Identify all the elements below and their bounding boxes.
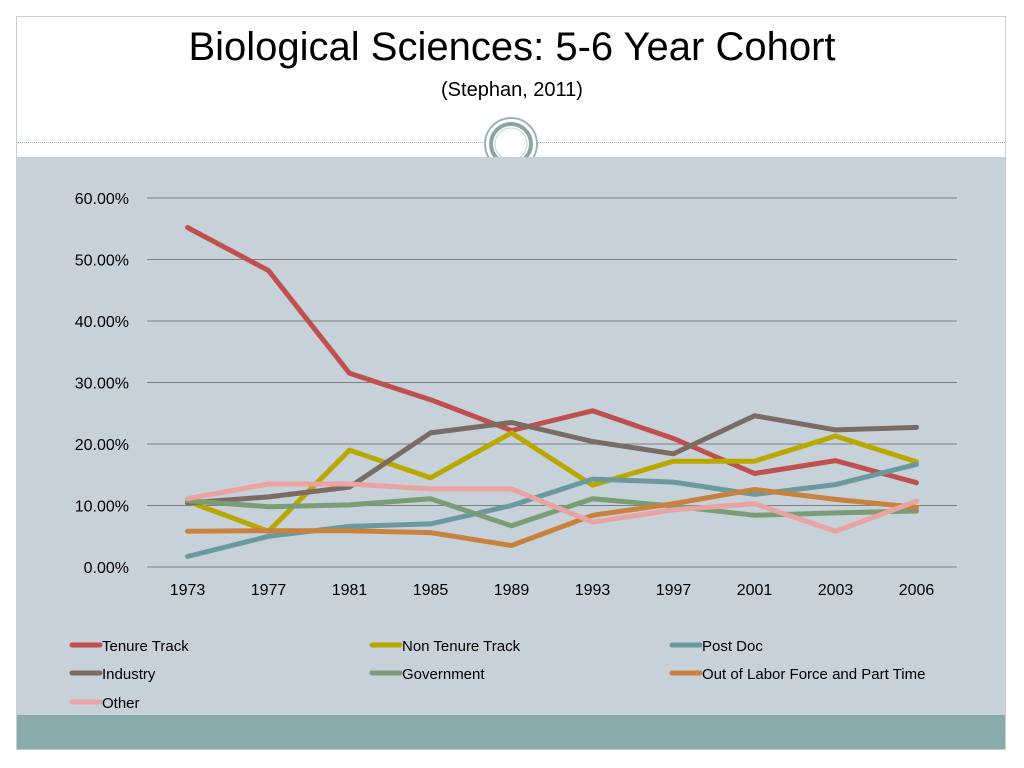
legend-item: Out of Labor Force and Part Time	[669, 666, 925, 683]
x-axis-tick-labels: 1973 1977 1981 1985 1989 1993 1997 2001 2003 2006	[170, 582, 935, 599]
series-line-tenure-track	[185, 225, 919, 486]
footer-band	[17, 715, 1005, 749]
x-tick-label: 2006	[899, 582, 935, 599]
y-tick-label: 20.00%	[75, 437, 129, 454]
legend-item: Government	[369, 666, 485, 683]
legend-label: Industry	[102, 666, 156, 683]
gridlines	[147, 197, 957, 568]
series-line-other	[185, 481, 919, 534]
legend-item: Other	[69, 695, 140, 712]
legend-label: Out of Labor Force and Part Time	[702, 666, 925, 683]
legend: Tenure Track Non Tenure Track Post Doc Indu…	[69, 638, 925, 712]
x-tick-label: 2003	[818, 582, 854, 599]
chart-panel: 0.00% 10.00% 20.00% 30.00% 40.00% 50.00% 60.00…	[17, 157, 1005, 715]
slide-subtitle: (Stephan, 2011)	[441, 79, 583, 101]
series-line-out-of-labor-force-and-part-time	[185, 487, 919, 548]
line-chart: 0.00% 10.00% 20.00% 30.00% 40.00% 50.00% 60.00…	[69, 191, 957, 712]
legend-label: Government	[402, 666, 485, 683]
x-tick-label: 1989	[494, 582, 530, 599]
legend-item: Post Doc	[669, 638, 763, 655]
y-tick-label: 10.00%	[75, 499, 129, 516]
x-tick-label: 1981	[332, 582, 368, 599]
series-line-government	[185, 496, 919, 529]
y-tick-label: 60.00%	[75, 191, 129, 208]
legend-label: Post Doc	[702, 638, 763, 655]
series-line-industry	[185, 413, 919, 506]
legend-item: Tenure Track	[69, 638, 189, 655]
x-tick-label: 1977	[251, 582, 287, 599]
slide-title: Biological Sciences: 5-6 Year Cohort	[188, 25, 836, 69]
legend-item: Industry	[69, 666, 156, 683]
y-axis-tick-labels: 0.00% 10.00% 20.00% 30.00% 40.00% 50.00% 60.00…	[75, 191, 129, 577]
x-tick-label: 1997	[656, 582, 692, 599]
y-tick-label: 50.00%	[75, 253, 129, 270]
legend-item: Non Tenure Track	[369, 638, 521, 655]
y-tick-label: 0.00%	[84, 560, 129, 577]
y-tick-label: 40.00%	[75, 314, 129, 331]
x-tick-label: 1973	[170, 582, 206, 599]
x-tick-label: 2001	[737, 582, 773, 599]
legend-label: Non Tenure Track	[402, 638, 521, 655]
x-tick-label: 1985	[413, 582, 449, 599]
x-tick-label: 1993	[575, 582, 611, 599]
series-lines	[185, 225, 919, 559]
legend-label: Tenure Track	[102, 638, 189, 655]
y-tick-label: 30.00%	[75, 376, 129, 393]
legend-label: Other	[102, 695, 140, 712]
slide: Biological Sciences: 5-6 Year Cohort (St…	[16, 16, 1006, 750]
